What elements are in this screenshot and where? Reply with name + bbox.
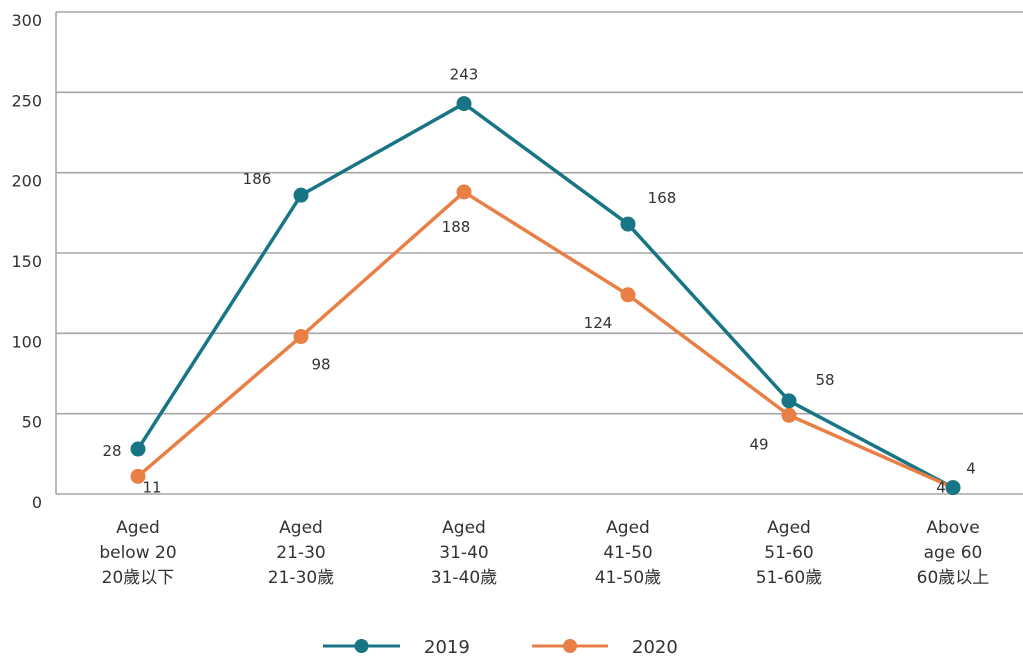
data-point-2019: [456, 96, 472, 112]
x-category-label: Aged: [279, 518, 323, 538]
x-category-label: Aged: [442, 518, 486, 538]
y-tick-label: 300: [11, 11, 42, 30]
series-lines: [130, 96, 961, 496]
x-category-label: 31-40歲: [431, 568, 497, 588]
x-category-label: Above: [926, 518, 979, 538]
x-category-label: 51-60: [764, 543, 813, 563]
data-label-2020: 98: [311, 356, 330, 374]
data-point-2020: [781, 407, 797, 423]
x-category-label: 41-50歲: [595, 568, 661, 588]
data-point-2019: [130, 441, 146, 457]
data-label-2019: 243: [450, 66, 479, 84]
x-axis-categories: Aged below 20 20歲以下 Aged 21-30 21-30歲 Aged 31-4…: [99, 518, 989, 588]
data-label-2019: 168: [648, 189, 677, 207]
data-label-2019: 28: [102, 442, 121, 460]
x-category-label: below 20: [99, 543, 176, 563]
x-category-label: 60歲以上: [917, 568, 990, 588]
y-tick-label: 0: [32, 493, 42, 512]
series-line-2020: [136, 190, 954, 490]
data-point-2020: [293, 329, 309, 345]
x-category-label: 41-50: [603, 543, 652, 563]
x-category-label: Aged: [767, 518, 811, 538]
x-category-label: 31-40: [439, 543, 488, 563]
x-category-label: age 60: [924, 543, 983, 563]
legend: 2019 2020: [323, 637, 678, 658]
x-category-label: Aged: [606, 518, 650, 538]
legend-label-2019: 2019: [424, 637, 470, 658]
x-category-label: 20歲以下: [102, 568, 175, 588]
legend-marker-2020: [563, 639, 577, 653]
data-point-2019: [781, 393, 797, 409]
data-labels: 28 186 243 168 58 4 11 98 188 124 49 4: [102, 66, 975, 497]
x-category-label: 51-60歲: [756, 568, 822, 588]
data-label-2020: 11: [142, 478, 161, 496]
x-category-label: 21-30歲: [268, 568, 334, 588]
y-tick-label: 150: [11, 252, 42, 271]
legend-marker-2019: [354, 639, 369, 653]
y-axis-ticks: 0 50 100 150 200 250 300: [11, 11, 42, 512]
y-tick-label: 250: [11, 91, 42, 110]
data-point-2020: [456, 184, 472, 200]
data-label-2019: 58: [815, 371, 834, 389]
data-point-2020: [130, 468, 146, 484]
data-point-2020: [620, 287, 636, 303]
gridlines: [55, 11, 1023, 495]
data-label-2020: 188: [442, 218, 471, 236]
data-label-2020: 4: [936, 479, 946, 497]
x-category-label: Aged: [116, 518, 160, 538]
data-point-2019: [293, 187, 309, 203]
data-point-2019: [620, 216, 636, 232]
data-label-2020: 124: [584, 314, 613, 332]
legend-label-2020: 2020: [632, 637, 678, 658]
y-tick-label: 200: [11, 172, 42, 191]
x-category-label: 21-30: [276, 543, 325, 563]
data-point-2019: [945, 480, 961, 496]
y-tick-label: 100: [11, 332, 42, 351]
y-tick-label: 50: [22, 413, 42, 432]
data-label-2020: 49: [749, 435, 768, 453]
data-label-2019: 186: [243, 170, 272, 188]
data-label-2019: 4: [966, 460, 976, 478]
series-line-2019: [136, 101, 954, 490]
